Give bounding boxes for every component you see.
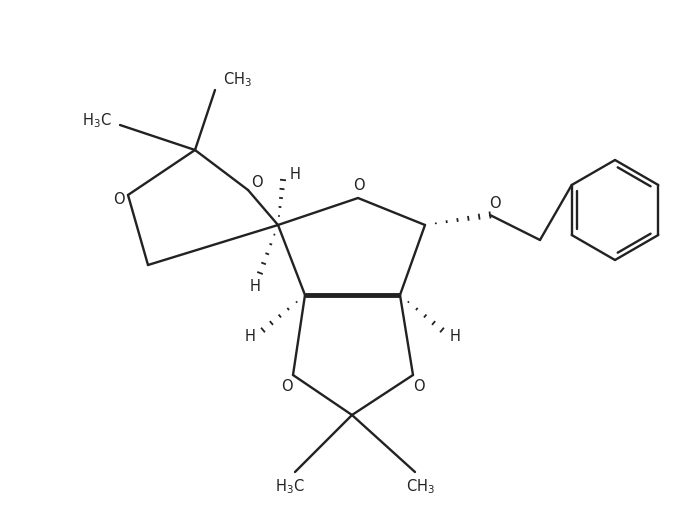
Text: O: O <box>281 379 293 394</box>
Text: H: H <box>244 329 255 344</box>
Text: H: H <box>290 166 301 181</box>
Text: O: O <box>353 177 365 192</box>
Text: H$_3$C: H$_3$C <box>82 112 112 131</box>
Text: CH$_3$: CH$_3$ <box>406 478 434 497</box>
Text: O: O <box>413 379 425 394</box>
Text: O: O <box>113 191 125 206</box>
Text: H: H <box>450 329 461 344</box>
Text: H: H <box>250 279 260 293</box>
Text: O: O <box>251 175 263 189</box>
Text: H$_3$C: H$_3$C <box>275 478 305 497</box>
Text: CH$_3$: CH$_3$ <box>223 71 252 89</box>
Text: O: O <box>489 196 501 211</box>
